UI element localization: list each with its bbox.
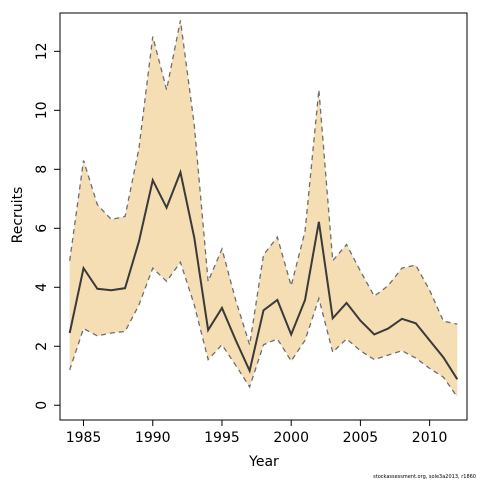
y-tick-label: 10 <box>34 101 50 119</box>
x-tick-label: 2000 <box>273 430 309 446</box>
x-axis-title: Year <box>248 454 279 470</box>
lower-bound-line <box>69 260 458 398</box>
x-tick-label: 1990 <box>135 430 171 446</box>
axes: 1985 1990 1995 2000 2005 2010 0 2 4 6 8 10 12 <box>34 12 468 446</box>
y-tick-label: 6 <box>34 224 50 233</box>
recruits-line <box>68 168 459 380</box>
confidence-bounds <box>69 20 458 398</box>
y-axis-title: Recruits <box>10 187 26 244</box>
plot-frame <box>59 12 468 421</box>
x-tick-label: 1995 <box>204 430 240 446</box>
x-tick-label: 1985 <box>66 430 102 446</box>
y-tick-label: 2 <box>34 342 50 351</box>
x-tick-label: 2010 <box>412 430 448 446</box>
upper-bound-line <box>69 20 458 345</box>
credit-text: stockassessment.org, sole3a2013, r1860 <box>373 474 476 480</box>
y-tick-label: 12 <box>34 42 50 60</box>
x-tick-label: 2005 <box>343 430 379 446</box>
y-tick-label: 8 <box>34 165 50 174</box>
y-tick-label: 0 <box>34 401 50 410</box>
confidence-band <box>69 20 458 397</box>
estimate-line <box>68 168 459 380</box>
band-area <box>69 20 458 397</box>
y-tick-label: 4 <box>34 283 50 292</box>
